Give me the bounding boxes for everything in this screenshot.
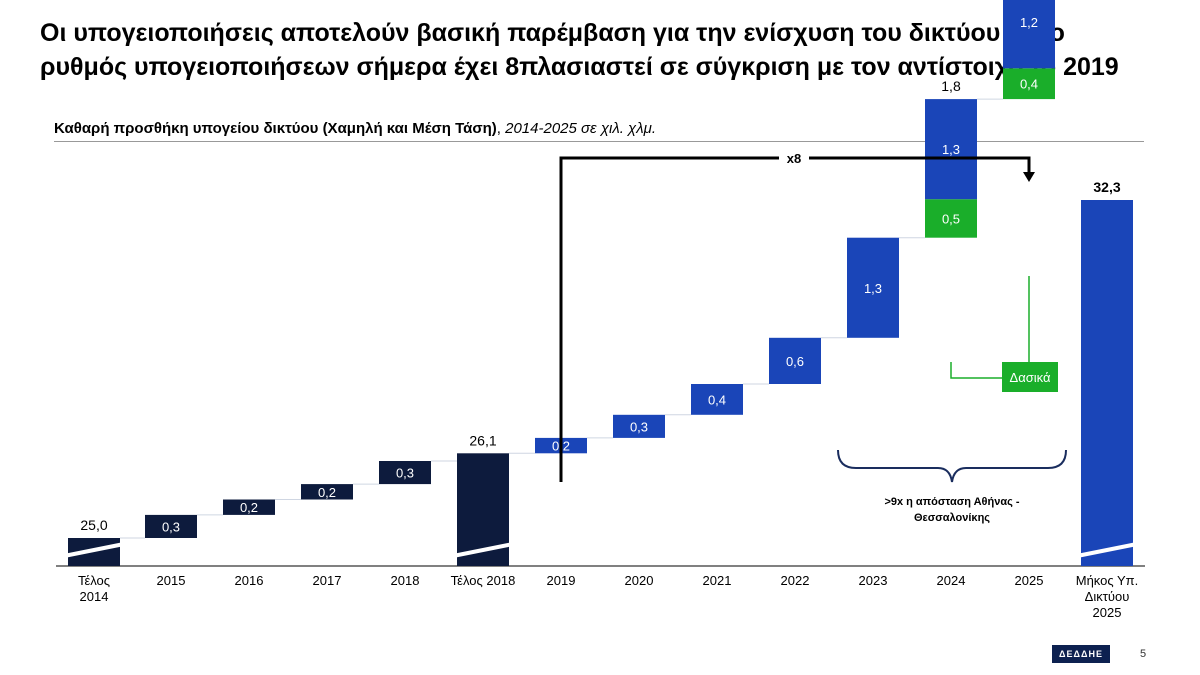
delta-bar: [379, 461, 431, 485]
category-label: 2020: [625, 573, 654, 588]
delta-bar: [223, 499, 275, 515]
final-total-bar: [1081, 200, 1133, 566]
subtitle-underline: [54, 141, 1144, 142]
x8-label-background: [779, 150, 809, 166]
subtitle-italic: 2014-2025 σε χιλ. χλμ.: [505, 120, 657, 137]
category-label: 2019: [547, 573, 576, 588]
forest-leader-2024: [950, 362, 1002, 379]
delta-bar: [301, 484, 353, 500]
category-label: 2024: [937, 573, 966, 588]
axis-break-mark: [63, 542, 125, 558]
category-label: 2016: [235, 573, 264, 588]
x8-label: x8: [787, 151, 801, 166]
headline-line-2: ρυθμός υπογειοποιήσεων σήμερα έχει 8πλασ…: [40, 53, 1119, 81]
category-label: 2015: [157, 573, 186, 588]
delta-value-label: 0,6: [786, 354, 804, 369]
forest-segment: [1003, 68, 1055, 100]
page-number: 5: [1140, 648, 1147, 660]
delta-bar: [145, 514, 197, 538]
forest-segment: [925, 199, 977, 238]
category-label: 2022: [781, 573, 810, 588]
delta-bar: [847, 237, 899, 338]
category-label: 2021: [703, 573, 732, 588]
segment-value-label: 1,3: [942, 142, 960, 157]
page-headline: Οι υπογειοποιήσεις αποτελούν βασική παρέ…: [40, 16, 1170, 84]
forest-callout-box: [1002, 362, 1058, 392]
split-total-label: 1,8: [941, 78, 961, 94]
final-total-value-label: 32,3: [1093, 179, 1120, 195]
delta-value-label: 0,3: [630, 419, 648, 434]
curly-brace: [837, 449, 1067, 483]
other-segment: [925, 99, 977, 200]
forest-callout-label: Δασικά: [1010, 370, 1051, 385]
category-label: 2025: [1015, 573, 1044, 588]
category-label: Τέλος 2018: [451, 573, 516, 588]
chart-subtitle: Καθαρή προσθήκη υπογείου δικτύου (Χαμηλή…: [54, 120, 656, 137]
category-label: 2023: [859, 573, 888, 588]
delta-value-label: 0,3: [396, 466, 414, 481]
delta-value-label: 0,2: [240, 500, 258, 515]
brace-text-line1: >9x η απόσταση Αθήνας -: [884, 496, 1019, 508]
axis-break-mark: [1076, 542, 1138, 558]
segment-value-label: 1,2: [1020, 15, 1038, 30]
headline-line-1: Οι υπογειοποιήσεις αποτελούν βασική παρέ…: [40, 19, 1065, 47]
subtitle-separator: ,: [496, 120, 506, 137]
other-segment: [1003, 0, 1055, 69]
category-label: 2018: [391, 573, 420, 588]
delta-bar: [769, 337, 821, 384]
delta-value-label: 0,3: [162, 519, 180, 534]
category-label: 2017: [313, 573, 342, 588]
brace-text-line2: Θεσσαλονίκης: [914, 512, 990, 524]
axis-break-mark: [452, 542, 514, 558]
subtitle-bold: Καθαρή προσθήκη υπογείου δικτύου (Χαμηλή…: [54, 120, 497, 137]
delta-bar: [691, 384, 743, 415]
total-value-label: 25,0: [80, 517, 107, 533]
delta-value-label: 1,3: [864, 281, 882, 296]
segment-value-label: 0,4: [1020, 77, 1038, 92]
delta-value-label: 0,4: [708, 392, 726, 407]
total-value-label: 26,1: [469, 432, 496, 448]
category-label: Μήκος Υπ. Δικτύου 2025: [1076, 573, 1139, 620]
delta-bar: [613, 414, 665, 438]
company-logo: ΔΕΔΔΗΕ: [1052, 645, 1110, 663]
delta-value-label: 0,2: [318, 485, 336, 500]
segment-value-label: 0,5: [942, 211, 960, 226]
category-label: Τέλος 2014: [78, 573, 110, 604]
x8-arrowhead: [1023, 172, 1035, 182]
